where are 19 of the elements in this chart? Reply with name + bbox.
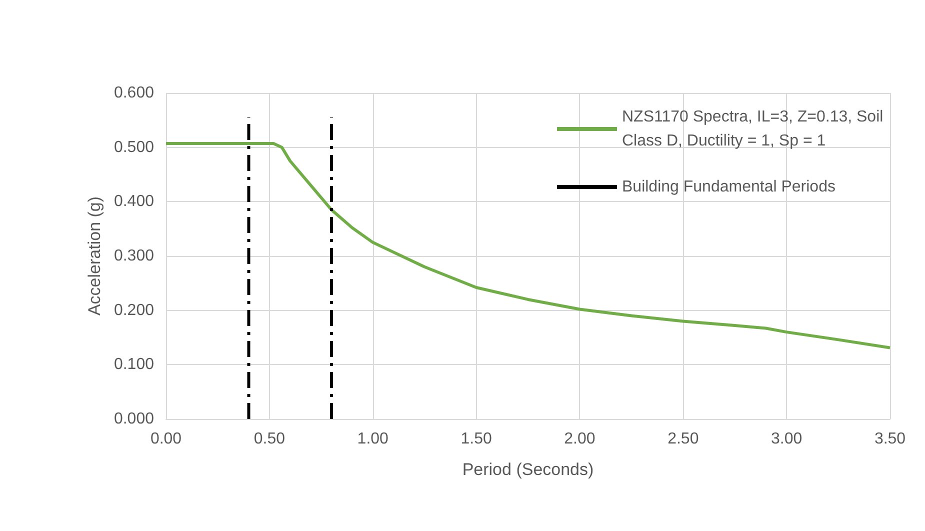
x-tick-label: 2.00 — [564, 430, 596, 448]
legend-label: NZS1170 Spectra, IL=3, Z=0.13, Soil Class D, Ductility = 1, Sp = 1 — [622, 108, 888, 150]
x-tick-label: 1.50 — [460, 430, 492, 448]
legend-label: Building Fundamental Periods — [622, 178, 836, 196]
x-tick-label: 0.00 — [150, 430, 182, 448]
y-tick-label: 0.600 — [114, 84, 154, 102]
x-tick-label: 0.50 — [254, 430, 286, 448]
y-tick-label: 0.200 — [114, 302, 154, 319]
y-tick-label: 0.500 — [114, 138, 154, 156]
y-axis-title: Acceleration (g) — [85, 196, 104, 316]
x-tick-label: 1.00 — [357, 430, 389, 448]
y-tick-label: 0.100 — [114, 356, 154, 374]
y-tick-label: 0.400 — [114, 193, 154, 210]
x-axis-title: Period (Seconds) — [462, 460, 594, 479]
x-tick-label: 3.50 — [874, 430, 906, 448]
x-tick-label: 3.00 — [771, 430, 802, 448]
y-tick-label: 0.000 — [114, 410, 154, 428]
y-tick-label: 0.300 — [114, 248, 154, 264]
x-tick-label: 2.50 — [668, 430, 699, 448]
